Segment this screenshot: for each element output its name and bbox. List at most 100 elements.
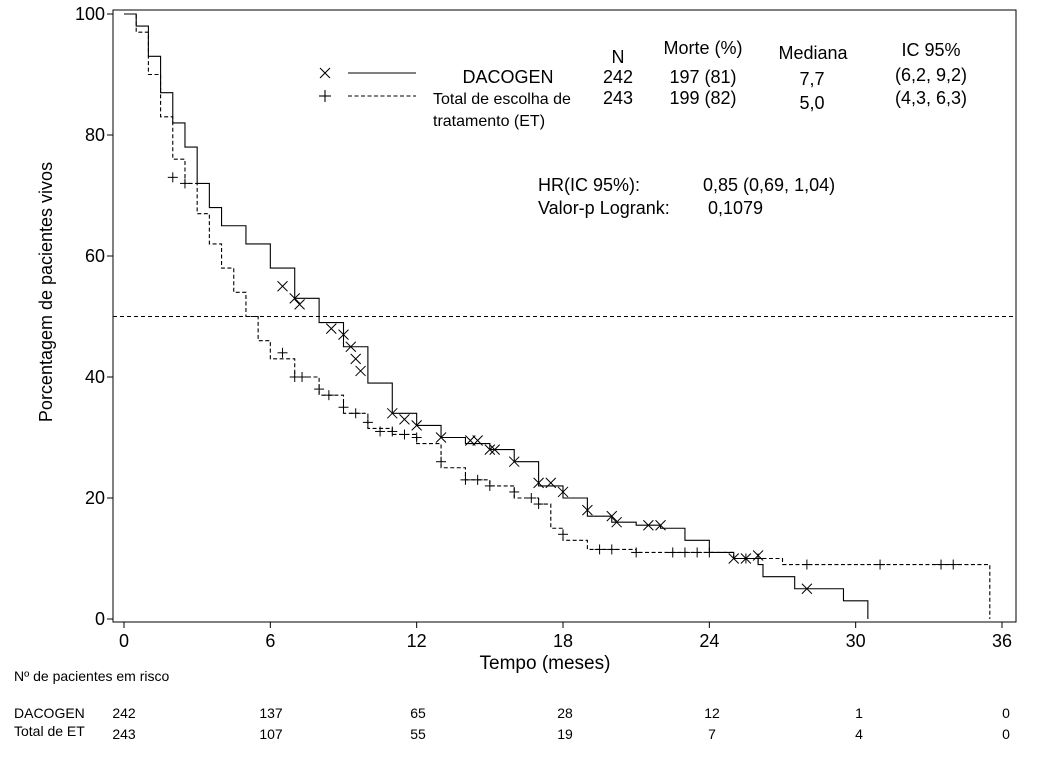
risk-table: Nº de pacientes em risco DACOGEN Total d…: [14, 668, 1010, 742]
et-censor-plus: [875, 559, 886, 570]
p-value: 0,1079: [708, 198, 763, 218]
risk-row-dacogen: 242 137 65 28 12 1 0: [112, 705, 1010, 721]
et-censor-plus: [460, 474, 471, 485]
dacogen-censor-x: [325, 323, 337, 334]
y-tick-label: 80: [85, 125, 105, 145]
risk-count: 4: [855, 726, 863, 742]
et-censor-plus: [350, 408, 361, 419]
x-tick-label: 24: [699, 631, 719, 651]
risk-count: 137: [259, 705, 283, 721]
risk-count: 0: [1002, 726, 1010, 742]
dacogen-censor-x: [489, 444, 501, 455]
risk-count: 19: [557, 726, 573, 742]
dacogen-censor-x: [294, 299, 305, 310]
risk-count: 1: [855, 705, 863, 721]
stats-annotation: HR(IC 95%): 0,85 (0,69, 1,04) Valor-p Lo…: [538, 175, 835, 218]
dacogen-censor-x: [345, 341, 357, 353]
risk-count: 107: [259, 726, 283, 742]
et-censor-plus: [436, 456, 447, 467]
et-censor-plus: [753, 553, 764, 564]
dacogen-censor-x: [606, 510, 618, 522]
hr-value: 0,85 (0,69, 1,04): [703, 175, 835, 195]
legend-row2-deaths: 199 (82): [669, 88, 736, 108]
et-censor-plus: [631, 547, 642, 558]
risk-count: 242: [112, 705, 136, 721]
et-censor-plus: [277, 347, 288, 358]
et-censor-plus: [936, 559, 947, 570]
p-label: Valor-p Logrank:: [538, 198, 670, 218]
dacogen-censor-x: [435, 432, 447, 443]
et-censor-plus: [801, 559, 812, 570]
et-censor-plus: [362, 417, 373, 428]
x-tick-label: 0: [119, 631, 129, 651]
risk-count: 28: [557, 705, 573, 721]
et-censor-plus: [526, 493, 537, 503]
y-tick-label: 60: [85, 246, 105, 266]
dacogen-censor-x: [355, 365, 366, 377]
legend-row2-n: 243: [603, 88, 633, 108]
dacogen-censor-x: [557, 486, 569, 498]
dacogen-censor-x: [508, 456, 520, 468]
legend-row2-ci: (4,3, 6,3): [895, 88, 967, 108]
et-censor-plus: [594, 544, 605, 555]
risk-count: 7: [708, 726, 716, 742]
dacogen-censor-x: [277, 280, 288, 292]
dacogen-censor-x: [350, 353, 362, 365]
et-censor-plus: [948, 559, 959, 570]
risk-row-et: 243 107 55 19 7 4 0: [112, 726, 1010, 742]
x-tick-label: 30: [846, 631, 866, 651]
y-axis: 0 20 40 60 80 100: [75, 4, 113, 629]
dacogen-censor-x: [484, 444, 496, 455]
risk-row-label-et: Total de ET: [14, 723, 85, 739]
x-axis: 0 6 12 18 24 30 36: [119, 622, 1012, 651]
dacogen-censor-x: [386, 407, 398, 419]
risk-count: 243: [112, 726, 136, 742]
dacogen-censor-x: [611, 516, 623, 528]
dacogen-censor-x: [655, 519, 666, 531]
et-censor-plus: [740, 553, 751, 564]
et-censor-plus: [667, 547, 678, 558]
legend-row2-label-line2: tratamento (ET): [433, 113, 545, 130]
x-tick-label: 6: [265, 631, 275, 651]
et-censor-plus: [375, 426, 386, 437]
legend-row1-label: DACOGEN: [462, 67, 553, 87]
et-censor-plus: [323, 390, 334, 401]
et-censor-plus: [411, 432, 422, 443]
legend-marker-plus: [319, 90, 331, 102]
et-censor-plus: [297, 372, 308, 382]
et-censor-plus: [167, 172, 178, 183]
et-censor-plus: [533, 499, 544, 510]
et-censor-plus: [399, 429, 410, 440]
et-censor-plus: [704, 547, 715, 558]
y-tick-label: 20: [85, 488, 105, 508]
legend-row2-label-line1: Total de escolha de: [433, 91, 571, 108]
x-tick-label: 18: [553, 631, 573, 651]
legend-row1-n: 242: [603, 67, 633, 87]
dacogen-censor-marks: [277, 280, 813, 595]
et-censor-marks: [167, 172, 959, 570]
y-tick-label: 0: [95, 609, 105, 629]
y-axis-label: Porcentagem de pacientes vivos: [36, 162, 56, 422]
et-censor-plus: [314, 384, 325, 395]
dacogen-censor-x: [533, 477, 544, 489]
et-censor-plus: [509, 486, 520, 497]
risk-count: 0: [1002, 705, 1010, 721]
dacogen-censor-x: [472, 435, 483, 446]
x-tick-label: 12: [407, 631, 427, 651]
risk-count: 55: [410, 726, 426, 742]
legend: N Morte (%) Mediana IC 95% DACOGEN 242 1…: [319, 38, 967, 130]
et-censor-plus: [606, 544, 617, 555]
legend-row1-deaths: 197 (81): [669, 67, 736, 87]
legend-row2-median: 5,0: [799, 93, 824, 113]
dacogen-censor-x: [728, 553, 740, 564]
risk-table-title: Nº de pacientes em risco: [14, 668, 170, 684]
legend-marker-x: [319, 67, 331, 79]
et-censor-plus: [558, 529, 568, 540]
y-tick-label: 40: [85, 367, 105, 387]
hr-label: HR(IC 95%):: [538, 175, 640, 195]
dacogen-censor-x: [801, 583, 813, 595]
risk-row-label-dacogen: DACOGEN: [14, 705, 85, 721]
dacogen-censor-x: [643, 519, 654, 531]
et-censor-plus: [679, 547, 690, 558]
